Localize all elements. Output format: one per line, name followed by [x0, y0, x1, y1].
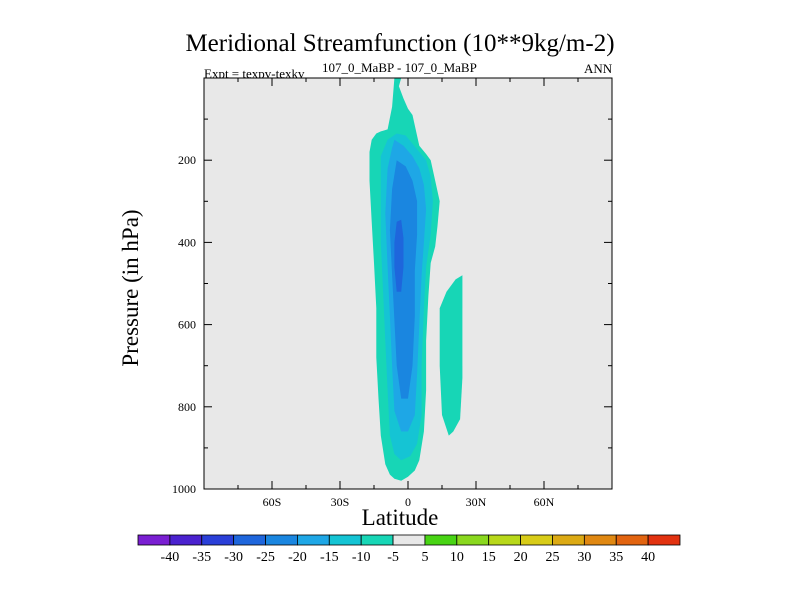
colorbar-label: -10: [352, 550, 371, 565]
colorbar-swatch: [647, 534, 681, 546]
colorbar-swatch: [360, 534, 394, 546]
colorbar-label: 5: [421, 550, 428, 565]
colorbar-swatch: [456, 534, 490, 546]
colorbar-label: 40: [641, 550, 655, 565]
colorbar-swatch: [424, 534, 458, 546]
x-tick-label: 60S: [263, 495, 282, 509]
colorbar-swatch: [265, 534, 298, 546]
colorbar-swatch: [488, 534, 521, 546]
lobe-right-minus5: [439, 275, 463, 436]
colorbar-label: 20: [514, 550, 528, 565]
colorbar-label: -15: [320, 550, 339, 565]
colorbar-label: 10: [450, 550, 464, 565]
colorbar-swatch: [552, 534, 585, 546]
axis-ticks: 60S 30S 0 30N 60N 200 400 600 800 1000: [172, 78, 612, 509]
x-tick-label: 30N: [466, 495, 487, 509]
y-tick-label: 400: [178, 235, 196, 249]
chart-subtitle: 107_0_MaBP - 107_0_MaBP: [322, 60, 477, 75]
band-minus25: [394, 219, 404, 292]
colorbar-label: 25: [545, 550, 559, 565]
colorbar-swatch: [392, 534, 426, 546]
band-minus20: [389, 160, 418, 399]
season-label: ANN: [584, 61, 613, 76]
colorbar-swatch: [137, 534, 171, 546]
colorbar-swatch: [297, 534, 330, 546]
colorbar-label: -5: [387, 550, 399, 565]
colorbar-swatch: [328, 534, 362, 546]
colorbar-swatch: [583, 534, 617, 546]
x-tick-label: 60N: [534, 495, 555, 509]
colorbar-label: -20: [288, 550, 307, 565]
colorbar-label: 30: [577, 550, 591, 565]
colorbar-swatch: [615, 534, 649, 546]
colorbar: -40 -35 -30 -25 -20 -15 -10 -5 5 10 15 20 25 30 35 40: [137, 534, 681, 565]
x-tick-label: 0: [405, 495, 411, 509]
y-tick-label: 1000: [172, 482, 196, 496]
experiment-label: Expt = texpv-texkv: [204, 66, 305, 81]
y-tick-label: 800: [178, 400, 196, 414]
colorbar-label: -40: [161, 550, 180, 565]
colorbar-swatch: [520, 534, 553, 546]
colorbar-label: -35: [192, 550, 211, 565]
colorbar-label: 15: [482, 550, 496, 565]
contour-regions: [369, 78, 463, 481]
colorbar-label: -25: [256, 550, 275, 565]
y-tick-label: 200: [178, 153, 196, 167]
x-tick-label: 30S: [331, 495, 350, 509]
colorbar-swatch: [233, 534, 266, 546]
colorbar-swatch: [201, 534, 235, 546]
colorbar-label: 35: [609, 550, 623, 565]
x-axis-label: Latitude: [361, 505, 439, 530]
y-tick-label: 600: [178, 318, 196, 332]
colorbar-swatch: [169, 534, 203, 546]
colorbar-label: -30: [224, 550, 243, 565]
chart-title: Meridional Streamfunction (10**9kg/m-2): [185, 30, 615, 57]
